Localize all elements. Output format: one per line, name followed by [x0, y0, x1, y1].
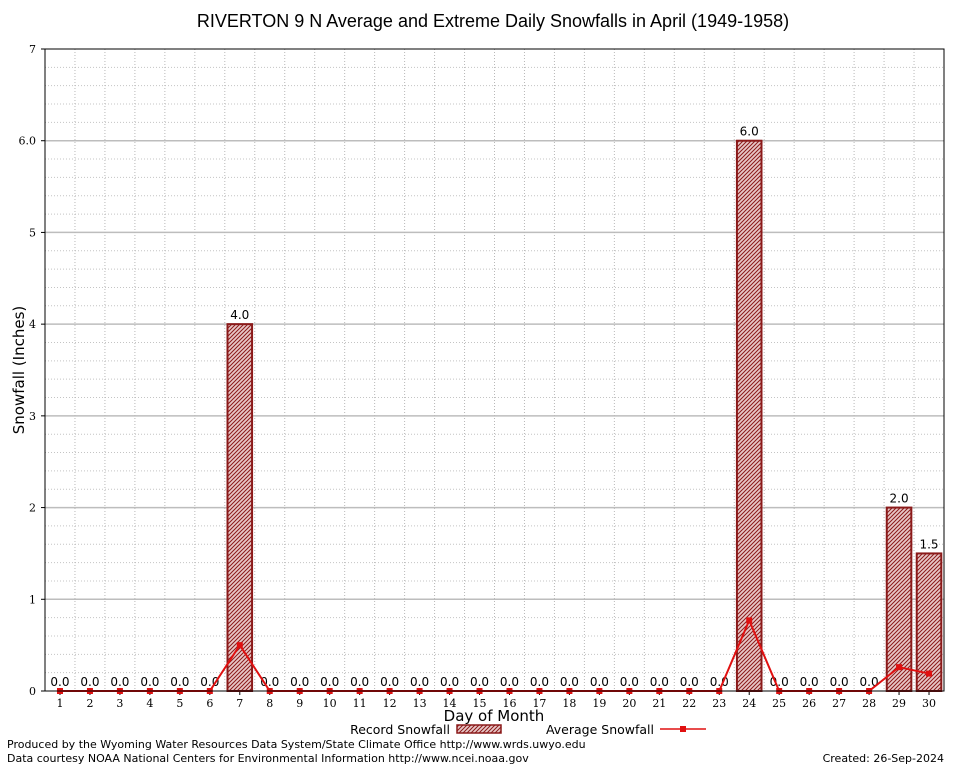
x-tick-label: 1 [56, 697, 63, 710]
record-value-label: 0.0 [530, 675, 549, 689]
x-tick-label: 15 [473, 697, 487, 710]
average-point [236, 642, 243, 649]
record-value-label: 4.0 [230, 308, 249, 322]
record-value-label: 0.0 [410, 675, 429, 689]
x-tick-label: 30 [922, 697, 936, 710]
x-tick-label: 28 [862, 697, 876, 710]
record-value-label: 0.0 [290, 675, 309, 689]
credit-line-2: Data courtesy NOAA National Centers for … [7, 752, 529, 765]
record-value-label: 0.0 [500, 675, 519, 689]
record-bar [735, 139, 763, 692]
x-tick-label: 8 [266, 697, 273, 710]
x-tick-label: 29 [892, 697, 906, 710]
x-tick-label: 2 [86, 697, 93, 710]
record-value-label: 0.0 [140, 675, 159, 689]
record-value-label: 0.0 [620, 675, 639, 689]
x-tick-label: 14 [443, 697, 457, 710]
x-tick-label: 22 [682, 697, 696, 710]
legend-average-marker [680, 726, 686, 732]
record-value-label: 0.0 [440, 675, 459, 689]
x-tick-label: 26 [802, 697, 816, 710]
record-bars [226, 139, 943, 693]
x-tick-label: 3 [116, 697, 123, 710]
x-tick-label: 27 [832, 697, 846, 710]
created-date: Created: 26-Sep-2024 [822, 752, 944, 765]
record-value-label: 0.0 [830, 675, 849, 689]
x-tick-label: 11 [353, 697, 367, 710]
x-tick-label: 20 [622, 697, 636, 710]
record-value-label: 0.0 [320, 675, 339, 689]
y-tick-label: 5 [29, 226, 36, 239]
x-axis-label: Day of Month [444, 707, 545, 725]
x-tick-label: 23 [712, 697, 726, 710]
record-value-labels: 0.0 0.0 0.0 0.0 0.0 0.0 4.0 0.0 0.0 0.0 0.0 0.0 0.0 0… [50, 125, 938, 689]
x-tick-label: 17 [532, 697, 546, 710]
average-point [896, 664, 903, 671]
record-value-label: 0.0 [560, 675, 579, 689]
x-tick-label: 5 [176, 697, 183, 710]
record-value-label: 0.0 [170, 675, 189, 689]
x-tick-label: 21 [652, 697, 666, 710]
legend: Record Snowfall Average Snowfall [350, 722, 706, 737]
record-value-label: 6.0 [740, 125, 759, 139]
x-tick-label: 10 [323, 697, 337, 710]
record-value-label: 0.0 [860, 675, 879, 689]
record-bar [226, 323, 254, 692]
y-tick-label: 3 [29, 410, 36, 423]
record-value-label: 0.0 [110, 675, 129, 689]
x-tick-label: 16 [502, 697, 516, 710]
grid-lines [45, 49, 944, 691]
y-axis-ticks: 0 1 2 3 4 5 6.0 7 [19, 43, 45, 698]
record-value-label: 0.0 [380, 675, 399, 689]
y-axis-label: Snowfall (Inches) [10, 306, 28, 434]
record-value-label: 2.0 [890, 492, 909, 506]
y-tick-label: 4 [29, 318, 36, 331]
average-point [926, 670, 933, 677]
y-tick-label: 7 [29, 43, 36, 56]
legend-average-label: Average Snowfall [546, 722, 654, 737]
x-tick-label: 24 [742, 697, 756, 710]
x-axis-ticks: 1 2 3 4 5 6 7 8 9 10 11 12 13 14 15 16 17 18 19 20 21 22 23 24 2… [56, 691, 936, 710]
x-tick-label: 9 [296, 697, 303, 710]
legend-record-label: Record Snowfall [350, 722, 450, 737]
x-tick-label: 25 [772, 697, 786, 710]
y-tick-label: 2 [29, 502, 36, 515]
record-bar [915, 552, 943, 693]
legend-record-swatch [456, 724, 502, 734]
record-value-label: 0.0 [590, 675, 609, 689]
y-tick-label: 6.0 [19, 135, 37, 148]
record-value-label: 0.0 [350, 675, 369, 689]
y-tick-label: 0 [29, 685, 36, 698]
average-point [746, 617, 753, 624]
record-bar [885, 506, 913, 693]
plot-frame [44, 48, 945, 692]
record-value-label: 0.0 [50, 675, 69, 689]
x-tick-label: 12 [383, 697, 397, 710]
record-value-label: 0.0 [470, 675, 489, 689]
x-tick-label: 19 [592, 697, 606, 710]
x-tick-label: 7 [236, 697, 243, 710]
record-value-label: 1.5 [919, 537, 938, 551]
record-value-label: 0.0 [650, 675, 669, 689]
credit-line-1: Produced by the Wyoming Water Resources … [7, 738, 586, 751]
record-value-label: 0.0 [680, 675, 699, 689]
x-tick-label: 4 [146, 697, 153, 710]
x-tick-label: 6 [206, 697, 213, 710]
chart-title: RIVERTON 9 N Average and Extreme Daily S… [197, 11, 789, 31]
record-value-label: 0.0 [800, 675, 819, 689]
x-tick-label: 18 [562, 697, 576, 710]
y-tick-label: 1 [29, 593, 36, 606]
record-value-label: 0.0 [80, 675, 99, 689]
x-tick-label: 13 [413, 697, 427, 710]
